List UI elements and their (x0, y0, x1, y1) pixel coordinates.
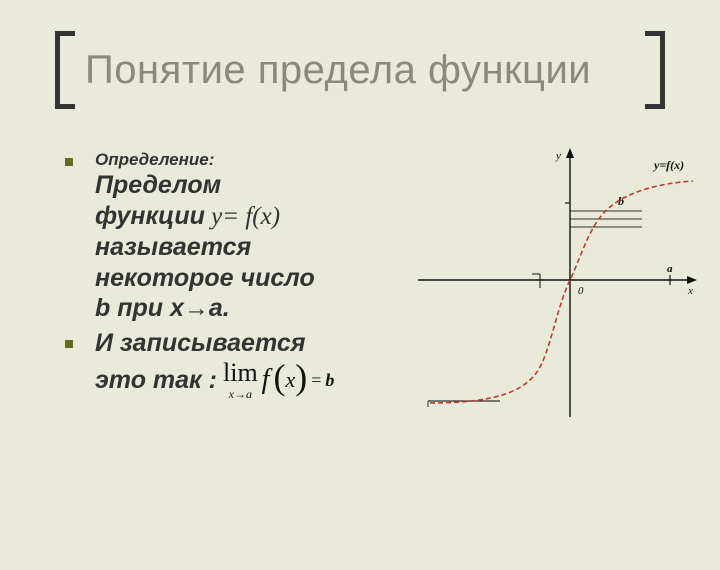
title-bracket-left (55, 31, 75, 109)
def-line-2: функции y= f(x) (95, 201, 315, 233)
bullet-icon (65, 340, 73, 348)
page-title: Понятие предела функции (85, 48, 635, 93)
limit-formula: lim x→a f ( x ) = b (223, 360, 334, 400)
def-line-5: b при x→a. (95, 293, 315, 324)
def-line-4: некоторое число (95, 263, 315, 294)
bullet-icon (65, 158, 73, 166)
def-line-1: Пределом (95, 170, 315, 201)
svg-text:0: 0 (578, 285, 584, 297)
def-line-3: называется (95, 232, 315, 263)
notation-line-2: это так : (95, 365, 217, 396)
svg-text:x: x (687, 285, 693, 297)
svg-text:y=f(x): y=f(x) (652, 158, 684, 172)
svg-text:a: a (667, 263, 673, 275)
limit-graph: 0yxy=f(x)ba (410, 145, 700, 425)
svg-text:y: y (555, 150, 561, 162)
definition-label: Определение: (95, 150, 315, 170)
notation-line-1: И записывается (95, 328, 334, 359)
title-bracket-right (645, 31, 665, 109)
content-body: Определение: Пределом функции y= f(x) на… (65, 150, 400, 402)
